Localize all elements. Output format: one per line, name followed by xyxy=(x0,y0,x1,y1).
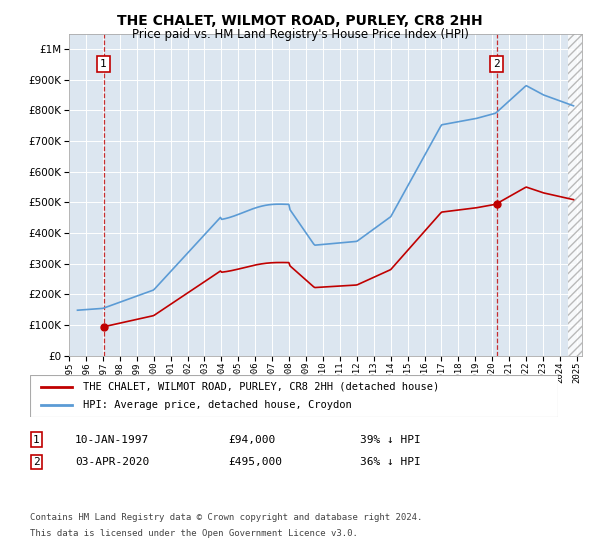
Text: £495,000: £495,000 xyxy=(228,457,282,467)
Text: Price paid vs. HM Land Registry's House Price Index (HPI): Price paid vs. HM Land Registry's House … xyxy=(131,28,469,41)
Text: 03-APR-2020: 03-APR-2020 xyxy=(75,457,149,467)
Text: £94,000: £94,000 xyxy=(228,435,275,445)
Text: 2: 2 xyxy=(493,59,500,69)
Text: THE CHALET, WILMOT ROAD, PURLEY, CR8 2HH: THE CHALET, WILMOT ROAD, PURLEY, CR8 2HH xyxy=(117,14,483,28)
Text: 36% ↓ HPI: 36% ↓ HPI xyxy=(360,457,421,467)
Text: 2: 2 xyxy=(33,457,40,467)
Text: Contains HM Land Registry data © Crown copyright and database right 2024.: Contains HM Land Registry data © Crown c… xyxy=(30,514,422,522)
Text: HPI: Average price, detached house, Croydon: HPI: Average price, detached house, Croy… xyxy=(83,400,352,410)
Text: 39% ↓ HPI: 39% ↓ HPI xyxy=(360,435,421,445)
Text: 10-JAN-1997: 10-JAN-1997 xyxy=(75,435,149,445)
Text: 1: 1 xyxy=(33,435,40,445)
Text: THE CHALET, WILMOT ROAD, PURLEY, CR8 2HH (detached house): THE CHALET, WILMOT ROAD, PURLEY, CR8 2HH… xyxy=(83,382,439,392)
Text: This data is licensed under the Open Government Licence v3.0.: This data is licensed under the Open Gov… xyxy=(30,529,358,538)
Text: 1: 1 xyxy=(100,59,107,69)
